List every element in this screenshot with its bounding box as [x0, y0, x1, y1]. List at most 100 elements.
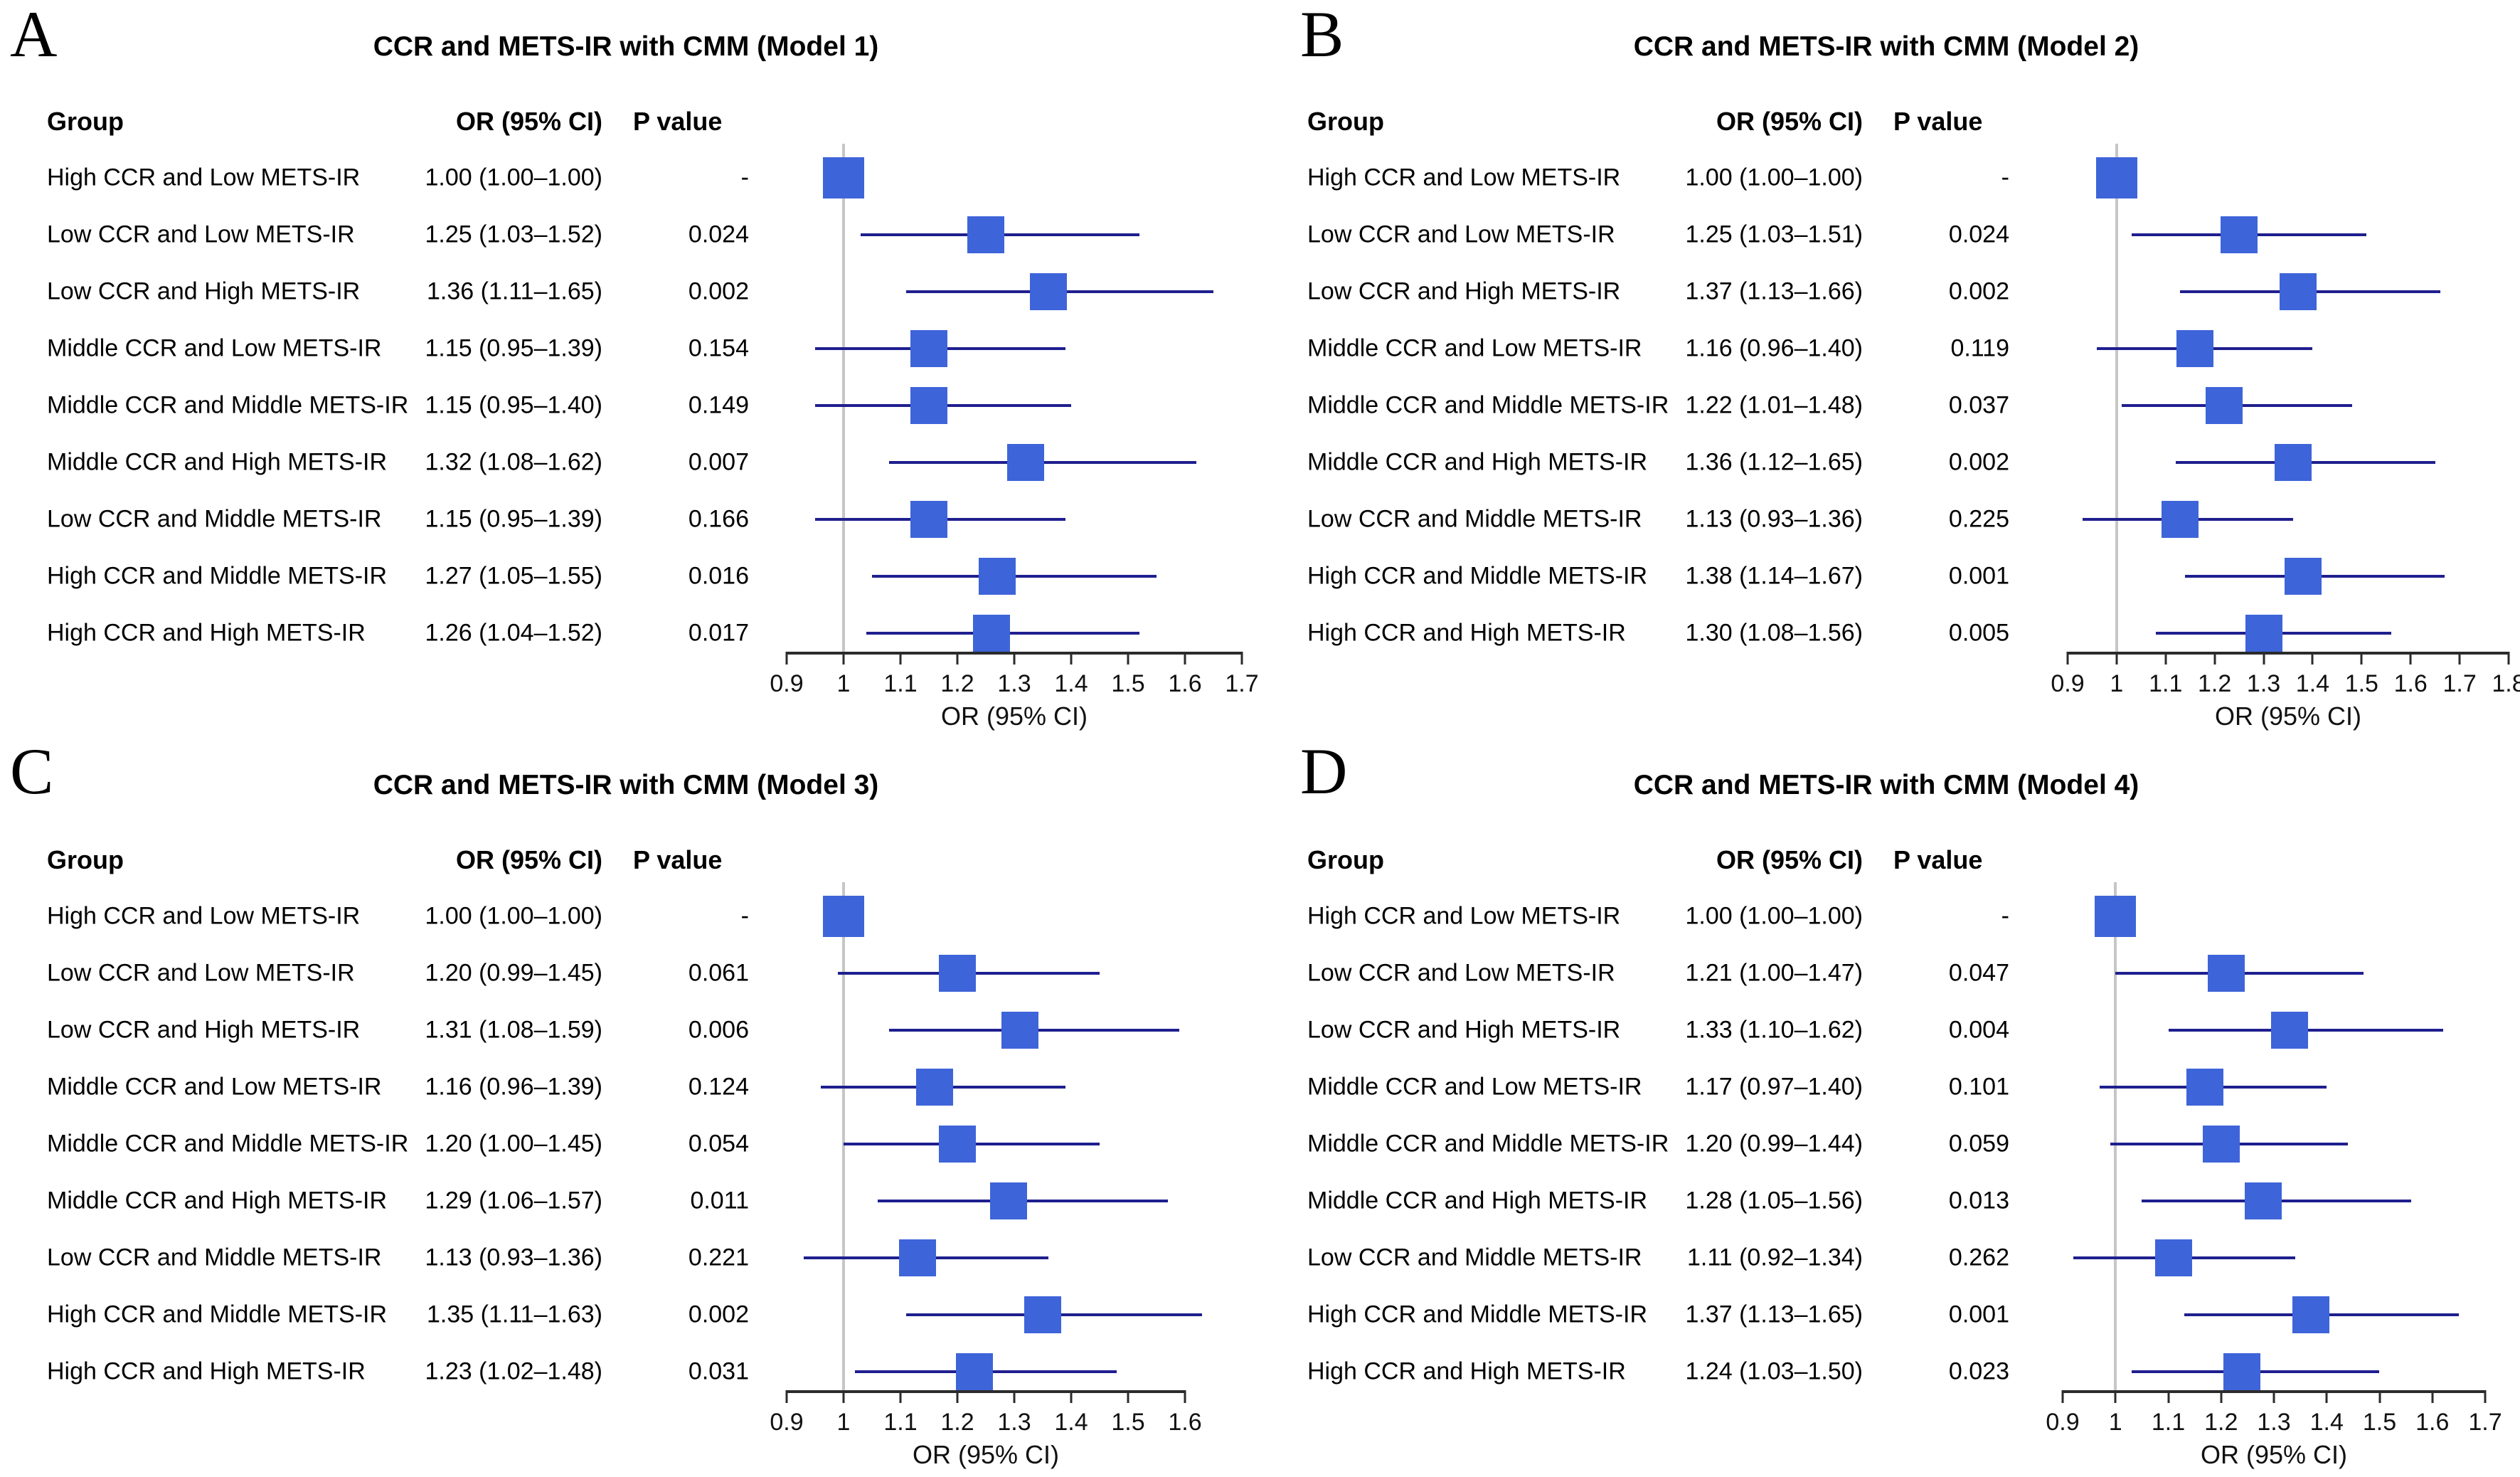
- row-or-ci-value: 1.16 (0.96–1.39): [425, 1073, 602, 1101]
- x-axis-tick-label: 1.4: [1054, 1409, 1088, 1436]
- row-p-value: 0.031: [688, 1357, 749, 1385]
- row-p-value: 0.002: [688, 277, 749, 305]
- column-header-or-ci: OR (95% CI): [455, 107, 602, 136]
- row-or-ci-value: 1.17 (0.97–1.40): [1685, 1073, 1863, 1101]
- or-point-square: [2284, 558, 2322, 595]
- row-p-value: 0.024: [1948, 221, 2009, 248]
- x-axis-tick: [2378, 1390, 2381, 1403]
- x-axis-tick: [2115, 652, 2118, 665]
- row-or-ci-value: 1.24 (1.03–1.50): [1685, 1357, 1863, 1385]
- or-point-square: [2245, 1182, 2282, 1219]
- x-axis-tick: [2409, 652, 2412, 665]
- row-p-value: -: [2001, 164, 2009, 191]
- x-axis-tick: [2263, 652, 2265, 665]
- or-point-square: [2292, 1296, 2329, 1333]
- x-axis-tick-label: 1.5: [2362, 1409, 2397, 1436]
- row-group-label: Low CCR and Low METS-IR: [47, 221, 355, 248]
- x-axis-tick: [2507, 652, 2510, 665]
- row-p-value: 0.001: [1948, 562, 2009, 590]
- row-or-ci-value: 1.00 (1.00–1.00): [425, 164, 602, 191]
- panel-title: CCR and METS-IR with CMM (Model 1): [373, 31, 879, 62]
- x-axis-tick-label: 1.1: [2149, 670, 2183, 697]
- row-or-ci-value: 1.32 (1.08–1.62): [425, 448, 602, 476]
- row-or-ci-value: 1.13 (0.93–1.36): [425, 1244, 602, 1271]
- x-axis-line: [2068, 652, 2509, 655]
- x-axis-tick: [2431, 1390, 2434, 1403]
- x-axis-tick: [2220, 1390, 2223, 1403]
- or-point-square: [1024, 1296, 1061, 1333]
- row-group-label: Middle CCR and Low METS-IR: [1307, 334, 1642, 362]
- row-group-label: High CCR and High METS-IR: [47, 619, 366, 647]
- row-or-ci-value: 1.15 (0.95–1.40): [425, 391, 602, 419]
- x-axis-tick-label: 1: [836, 670, 851, 697]
- row-p-value: 0.002: [1948, 448, 2009, 476]
- x-axis-tick: [842, 1390, 845, 1403]
- row-group-label: High CCR and High METS-IR: [47, 1357, 366, 1385]
- or-point-square: [967, 216, 1004, 253]
- row-or-ci-value: 1.00 (1.00–1.00): [1685, 164, 1863, 191]
- x-axis-tick-label: 1: [2108, 1409, 2122, 1436]
- row-p-value: 0.024: [688, 221, 749, 248]
- reference-line: [2115, 144, 2118, 652]
- row-p-value: 0.124: [688, 1073, 749, 1101]
- row-or-ci-value: 1.27 (1.05–1.55): [425, 562, 602, 590]
- or-point-square: [1030, 273, 1067, 310]
- row-group-label: Middle CCR and Low METS-IR: [47, 334, 382, 362]
- x-axis-label: OR (95% CI): [912, 1440, 1060, 1469]
- row-p-value: 0.061: [688, 959, 749, 987]
- panel-title: CCR and METS-IR with CMM (Model 4): [1633, 770, 2139, 800]
- x-axis-tick: [842, 652, 845, 665]
- row-p-value: 0.225: [1948, 505, 2009, 533]
- x-axis-tick: [2484, 1390, 2487, 1403]
- row-or-ci-value: 1.37 (1.13–1.65): [1685, 1301, 1863, 1328]
- row-or-ci-value: 1.29 (1.06–1.57): [425, 1187, 602, 1214]
- or-point-square: [2206, 387, 2243, 424]
- or-point-square: [2221, 216, 2258, 253]
- x-axis-tick-label: 1.7: [2468, 1409, 2502, 1436]
- x-axis-label: OR (95% CI): [2200, 1440, 2348, 1469]
- x-axis-tick-label: 1.7: [1225, 670, 1259, 697]
- x-axis-line: [787, 1390, 1185, 1393]
- x-axis-tick-label: 1.5: [1111, 670, 1145, 697]
- x-axis-tick-label: 1.3: [2257, 1409, 2291, 1436]
- x-axis-tick-label: 1.4: [2295, 670, 2330, 697]
- row-group-label: Middle CCR and Middle METS-IR: [47, 1130, 409, 1158]
- panel-b: B CCR and METS-IR with CMM (Model 2) Group…: [1260, 0, 2520, 738]
- panel-c: C CCR and METS-IR with CMM (Model 3) Group…: [0, 738, 1260, 1477]
- column-header-group: Group: [47, 845, 124, 874]
- x-axis-tick: [1127, 1390, 1129, 1403]
- x-axis-tick-label: 1.2: [940, 670, 974, 697]
- row-group-label: High CCR and Low METS-IR: [47, 902, 361, 930]
- row-group-label: High CCR and Middle METS-IR: [47, 1301, 388, 1328]
- row-group-label: High CCR and Low METS-IR: [1307, 164, 1621, 191]
- row-p-value: 0.016: [688, 562, 749, 590]
- or-point-square: [2186, 1069, 2224, 1106]
- x-axis-tick-label: 1.2: [2204, 1409, 2238, 1436]
- row-or-ci-value: 1.26 (1.04–1.52): [425, 619, 602, 647]
- row-group-label: Middle CCR and Middle METS-IR: [1307, 1130, 1669, 1158]
- column-header-or-ci: OR (95% CI): [1716, 107, 1863, 136]
- x-axis-tick-label: 0.9: [2046, 1409, 2080, 1436]
- panel-a: A CCR and METS-IR with CMM (Model 1) Group…: [0, 0, 1260, 738]
- x-axis-tick: [785, 1390, 788, 1403]
- row-or-ci-value: 1.28 (1.05–1.56): [1685, 1187, 1863, 1214]
- row-group-label: Low CCR and High METS-IR: [47, 277, 361, 305]
- or-point-square: [2162, 501, 2199, 538]
- x-axis-tick-label: 1.3: [997, 670, 1031, 697]
- row-or-ci-value: 1.16 (0.96–1.40): [1685, 334, 1863, 362]
- row-group-label: Low CCR and Low METS-IR: [47, 959, 355, 987]
- row-p-value: 0.017: [688, 619, 749, 647]
- row-group-label: Middle CCR and High METS-IR: [47, 448, 388, 476]
- or-point-square: [2202, 1126, 2240, 1163]
- x-axis-tick: [2061, 1390, 2064, 1403]
- row-p-value: 0.007: [688, 448, 749, 476]
- row-p-value: 0.047: [1948, 959, 2009, 987]
- x-axis-tick: [1070, 1390, 1073, 1403]
- column-header-or-ci: OR (95% CI): [455, 845, 602, 874]
- row-p-value: 0.005: [1948, 619, 2009, 647]
- or-point-square: [2095, 157, 2137, 198]
- row-group-label: Middle CCR and Middle METS-IR: [1307, 391, 1669, 419]
- x-axis-tick-label: 1.3: [997, 1409, 1031, 1436]
- row-group-label: High CCR and High METS-IR: [1307, 1357, 1626, 1385]
- column-header-p-value: P value: [633, 107, 723, 136]
